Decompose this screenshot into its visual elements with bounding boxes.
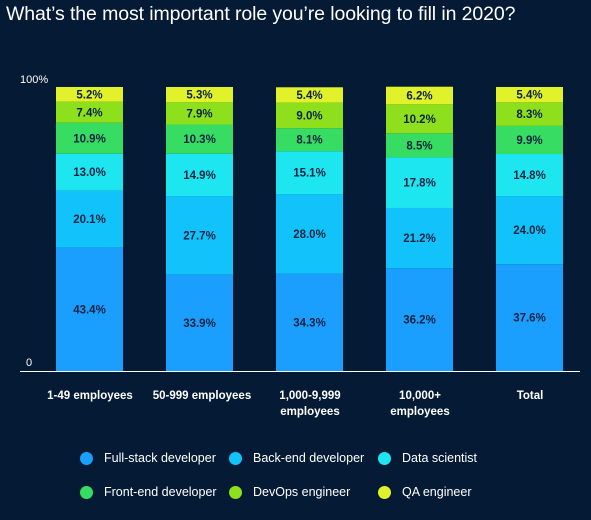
bar-segment: [56, 101, 123, 123]
bar-segment: [386, 133, 453, 158]
data-label: 10.2%: [403, 114, 436, 126]
x-tick-label: 50-999 employees: [153, 390, 251, 402]
chart-title: What’s the most important role you’re lo…: [6, 3, 516, 25]
bar-segment: [56, 122, 123, 154]
bar-segment: [166, 274, 233, 371]
data-label: 13.0%: [73, 167, 106, 179]
bar-segment: [496, 125, 563, 155]
bar-segment: [166, 87, 233, 103]
data-label: 10.9%: [73, 133, 106, 145]
data-label: 24.0%: [513, 225, 546, 237]
bar-segment: [276, 128, 343, 152]
data-label: 17.8%: [403, 178, 436, 190]
bar-segment: [166, 153, 233, 197]
data-label: 28.0%: [293, 229, 326, 241]
data-label: 5.3%: [186, 90, 212, 102]
bar-segment: [496, 264, 563, 371]
bar-segment: [496, 102, 563, 126]
bar-segment: [166, 124, 233, 154]
data-label: 10.3%: [183, 134, 216, 146]
y-tick-label: 100%: [20, 74, 48, 86]
bar-segment: [496, 154, 563, 197]
data-label: 9.9%: [516, 135, 542, 147]
x-tick-label: 10,000+: [399, 390, 441, 402]
bar-segment: [56, 87, 123, 102]
data-label: 6.2%: [406, 91, 432, 103]
bar-segment: [386, 86, 453, 105]
y-tick-label: 0: [26, 357, 32, 369]
bar-segment: [276, 102, 343, 129]
bar-segment: [276, 151, 343, 195]
x-tick-label: Total: [517, 390, 544, 402]
data-label: 15.1%: [293, 168, 326, 180]
x-tick-label: employees: [390, 406, 449, 418]
data-label: 37.6%: [513, 313, 546, 325]
data-label: 33.9%: [183, 318, 216, 330]
bar-segment: [56, 153, 123, 191]
data-label: 5.2%: [76, 89, 102, 101]
x-tick-label: 1-49 employees: [47, 390, 133, 402]
data-label: 8.1%: [296, 135, 322, 147]
bar-segment: [276, 87, 343, 103]
bar-segment: [386, 157, 453, 208]
bar-segment: [56, 247, 123, 371]
bar-segment: [496, 196, 563, 265]
data-label: 43.4%: [73, 304, 106, 316]
data-label: 34.3%: [293, 317, 326, 329]
bar-segment: [56, 190, 123, 248]
bar-segment: [496, 87, 563, 103]
x-tick-label: employees: [280, 406, 339, 418]
bar-segment: [276, 273, 343, 371]
bar-segment: [166, 102, 233, 125]
data-label: 21.2%: [403, 233, 436, 245]
bar-segment: [166, 196, 233, 275]
data-label: 7.4%: [76, 107, 102, 119]
data-label: 5.4%: [296, 90, 322, 102]
x-tick-label: 1,000-9,999: [279, 390, 340, 402]
bar-segment: [386, 207, 453, 269]
data-label: 36.2%: [403, 315, 436, 327]
data-label: 27.7%: [183, 230, 216, 242]
bar-segment: [386, 268, 453, 371]
bar-segment: [386, 104, 453, 134]
data-label: 8.3%: [516, 109, 542, 121]
data-label: 8.5%: [406, 140, 432, 152]
data-label: 7.9%: [186, 108, 212, 120]
data-label: 14.9%: [183, 170, 216, 182]
data-label: 14.8%: [513, 170, 546, 182]
data-label: 5.4%: [516, 90, 542, 102]
bar-segment: [276, 194, 343, 274]
data-label: 20.1%: [73, 214, 106, 226]
data-label: 9.0%: [296, 110, 322, 122]
